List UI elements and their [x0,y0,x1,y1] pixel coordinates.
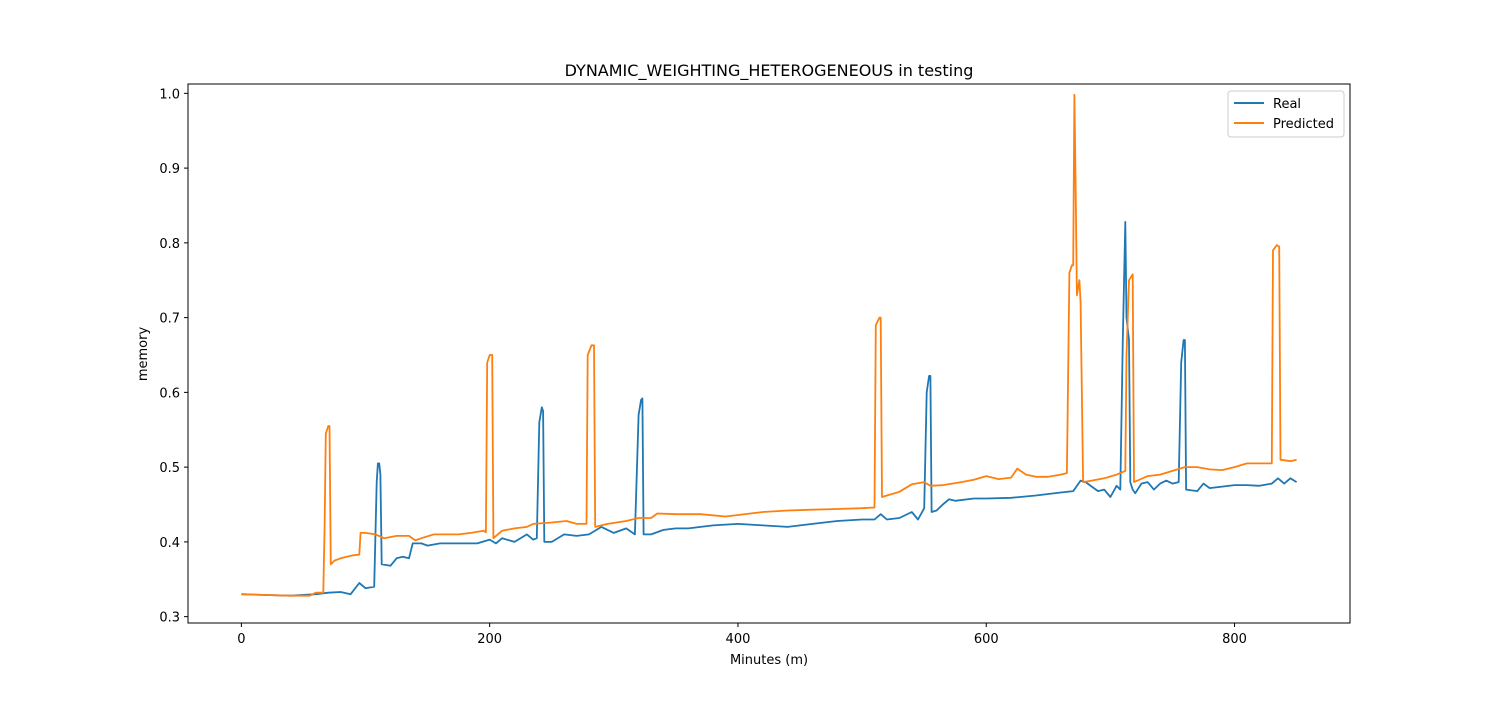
x-tick-label: 0 [237,632,245,647]
chart-title: DYNAMIC_WEIGHTING_HETEROGENEOUS in testi… [565,61,974,81]
x-axis-label: Minutes (m) [730,653,808,668]
y-tick-label: 0.5 [159,461,180,476]
y-axis-ticks: 0.3 0.4 0.5 0.6 0.7 0.8 0.9 1.0 [159,87,188,626]
x-tick-label: 200 [477,632,502,647]
y-tick-label: 0.3 [159,611,180,626]
y-tick-label: 0.4 [159,536,180,551]
series-layer [241,93,1298,597]
series-line-real [241,220,1298,597]
x-tick-label: 600 [974,632,999,647]
x-tick-label: 400 [726,632,751,647]
legend: Real Predicted [1227,90,1345,138]
x-tick-label: 800 [1222,632,1247,647]
y-tick-label: 0.6 [159,386,180,401]
legend-label-real: Real [1273,97,1301,112]
y-tick-label: 1.0 [159,87,180,102]
x-axis-ticks: 0 200 400 600 800 [237,623,1247,647]
plot-area-frame [187,83,1351,624]
legend-label-predicted: Predicted [1273,117,1334,132]
y-tick-label: 0.8 [159,237,180,252]
y-tick-label: 0.7 [159,312,180,327]
y-tick-label: 0.9 [159,162,180,177]
series-line-predicted [241,93,1297,597]
y-axis-label: memory [136,327,151,382]
